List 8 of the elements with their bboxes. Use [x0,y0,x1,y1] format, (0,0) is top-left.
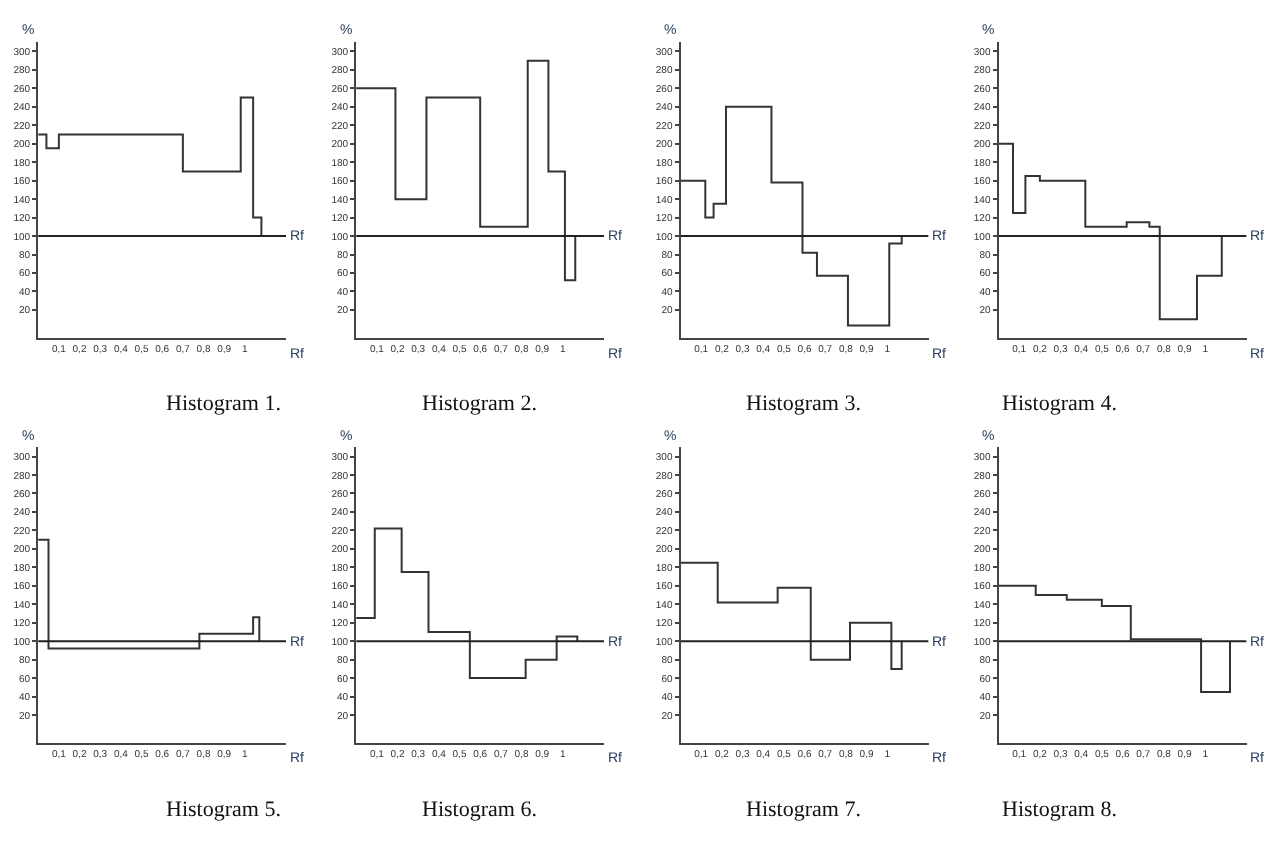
text: Histogram 2. [422,392,538,416]
text: Histogram 5. [166,798,282,822]
text: Histogram 4. [1002,392,1118,416]
text: Histogram 6. [422,798,538,822]
text: Histogram 7. [746,798,862,822]
text: Histogram 3. [746,392,862,416]
text: Histogram 1. [166,392,282,416]
text: Histogram 8. [1002,798,1118,822]
